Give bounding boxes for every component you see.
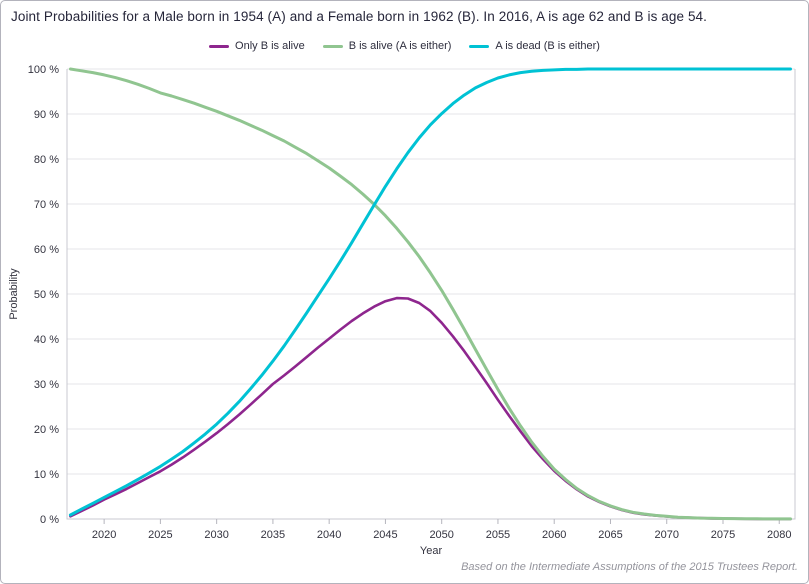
chart-title: Joint Probabilities for a Male born in 1…	[11, 9, 708, 24]
legend: Only B is alive B is alive (A is either) A…	[1, 38, 808, 54]
legend-swatch-line	[469, 44, 490, 48]
source-note: Based on the Intermediate Assumptions of…	[461, 561, 798, 573]
x-tick-label: 2025	[148, 529, 172, 541]
x-tick-label: 2060	[542, 529, 566, 541]
series-line-1	[68, 67, 792, 521]
x-tick-label: 2030	[204, 529, 228, 541]
legend-label: B is alive (A is either)	[348, 40, 452, 52]
y-tick-label: 30 %	[34, 379, 59, 391]
y-tick-label: 10 %	[34, 469, 59, 481]
legend-swatch-line	[322, 44, 343, 48]
legend-item-1[interactable]: B is alive (A is either)	[322, 40, 452, 52]
y-tick-label: 60 %	[34, 244, 59, 256]
x-tick-label: 2055	[486, 529, 510, 541]
legend-item-2[interactable]: A is dead (B is either)	[469, 40, 600, 52]
plot-border	[66, 69, 796, 520]
x-tick-label: 2080	[767, 529, 791, 541]
x-tick-label: 2050	[429, 529, 453, 541]
legend-swatch-line	[209, 44, 230, 48]
y-axis-title: Probability	[8, 268, 20, 320]
y-tick-label: 40 %	[34, 334, 59, 346]
y-tick-label: 100 %	[28, 64, 59, 76]
y-tick-label: 80 %	[34, 154, 59, 166]
legend-item-0[interactable]: Only B is alive	[209, 40, 305, 52]
x-tick-label: 2035	[261, 529, 285, 541]
x-tick-label: 2075	[711, 529, 735, 541]
x-tick-label: 2020	[92, 529, 116, 541]
legend-label: Only B is alive	[235, 40, 305, 52]
x-tick-label: 2065	[598, 529, 622, 541]
series-line-0	[69, 296, 792, 521]
x-tick-label: 2070	[654, 529, 678, 541]
y-tick-label: 90 %	[34, 109, 59, 121]
series-line-2	[68, 67, 792, 517]
legend-label: A is dead (B is either)	[495, 40, 600, 52]
x-tick-label: 2040	[317, 529, 341, 541]
y-tick-label: 50 %	[34, 289, 59, 301]
x-tick-label: 2045	[373, 529, 397, 541]
y-tick-label: 70 %	[34, 199, 59, 211]
y-tick-label: 20 %	[34, 424, 59, 436]
x-axis-title: Year	[420, 545, 443, 557]
y-tick-label: 0 %	[40, 514, 59, 526]
